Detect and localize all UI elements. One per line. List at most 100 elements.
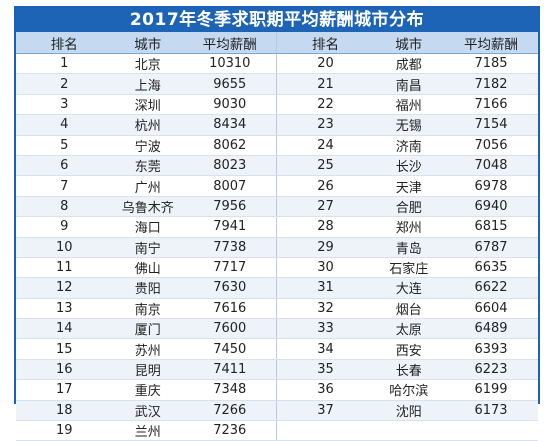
salary-cell: 7956 — [183, 196, 277, 218]
salary-cell: 6815 — [444, 216, 538, 238]
table-row: 12 贵阳 7630 31 大连 6622 — [16, 277, 538, 299]
rank-cell: 12 — [16, 277, 113, 299]
table-row: 19 兰州 7236 — [16, 420, 538, 441]
city-cell: 郑州 — [373, 216, 445, 238]
city-cell: 天津 — [373, 175, 445, 197]
salary-cell: 7048 — [444, 155, 538, 177]
salary-table: 排名 城市 平均薪酬 排名 城市 平均薪酬 1 北京 10310 20 成都 7185 2 上… — [16, 32, 538, 441]
rank-cell: 25 — [276, 155, 374, 177]
rank-cell: 33 — [276, 318, 374, 340]
city-cell: 宁波 — [112, 135, 184, 156]
rank-cell: 32 — [276, 298, 374, 320]
salary-cell: 7182 — [444, 73, 538, 95]
salary-cell: 6489 — [444, 318, 538, 340]
city-cell: 重庆 — [112, 379, 184, 401]
rank-cell: 35 — [276, 359, 374, 381]
rank-cell: 34 — [276, 338, 374, 360]
city-cell: 合肥 — [373, 196, 445, 218]
table-body: 1 北京 10310 20 成都 7185 2 上海 9655 21 南昌 7182 3 深圳 9030 22… — [16, 53, 538, 441]
rank-cell: 3 — [16, 94, 113, 116]
salary-cell: 6787 — [444, 237, 538, 258]
salary-cell: 9030 — [183, 94, 277, 116]
table-row: 5 宁波 8062 24 济南 7056 — [16, 135, 538, 156]
rank-cell: 10 — [16, 237, 113, 258]
rank-cell: 14 — [16, 318, 113, 340]
city-cell: 南京 — [112, 298, 184, 320]
salary-cell: 6622 — [444, 277, 538, 299]
salary-cell: 8434 — [183, 114, 277, 136]
rank-cell: 26 — [276, 175, 374, 197]
rank-cell: 17 — [16, 379, 113, 401]
city-cell: 佛山 — [112, 257, 184, 279]
rank-cell: 15 — [16, 338, 113, 360]
salary-cell: 6978 — [444, 175, 538, 197]
salary-cell: 8007 — [183, 175, 277, 197]
salary-cell: 7348 — [183, 379, 277, 401]
city-cell: 石家庄 — [373, 257, 445, 279]
header-rank-left: 排名 — [16, 32, 113, 54]
salary-cell: 6173 — [444, 400, 538, 422]
salary-cell: 7411 — [183, 359, 277, 381]
city-cell: 无锡 — [373, 114, 445, 136]
city-cell: 贵阳 — [112, 277, 184, 299]
header-salary-left: 平均薪酬 — [183, 32, 277, 54]
salary-cell: 7166 — [444, 94, 538, 116]
rank-cell: 28 — [276, 216, 374, 238]
salary-cell: 7185 — [444, 53, 538, 75]
rank-cell: 24 — [276, 135, 374, 156]
rank-cell — [276, 420, 374, 441]
city-cell: 沈阳 — [373, 400, 445, 422]
city-cell: 厦门 — [112, 318, 184, 340]
salary-cell: 7616 — [183, 298, 277, 320]
salary-cell: 6604 — [444, 298, 538, 320]
salary-cell: 6635 — [444, 257, 538, 279]
salary-cell: 10310 — [183, 53, 277, 75]
rank-cell: 37 — [276, 400, 374, 422]
city-cell: 广州 — [112, 175, 184, 197]
salary-cell: 6223 — [444, 359, 538, 381]
table-row: 2 上海 9655 21 南昌 7182 — [16, 73, 538, 95]
rank-cell: 23 — [276, 114, 374, 136]
rank-cell: 9 — [16, 216, 113, 238]
rank-cell: 16 — [16, 359, 113, 381]
salary-cell: 6940 — [444, 196, 538, 218]
rank-cell: 11 — [16, 257, 113, 279]
table-row: 16 昆明 7411 35 长春 6223 — [16, 359, 538, 381]
table-row: 4 杭州 8434 23 无锡 7154 — [16, 114, 538, 136]
salary-cell: 7236 — [183, 420, 277, 441]
salary-cell: 6199 — [444, 379, 538, 401]
city-cell: 海口 — [112, 216, 184, 238]
table-row: 3 深圳 9030 22 福州 7166 — [16, 94, 538, 116]
city-cell: 武汉 — [112, 400, 184, 422]
table-row: 11 佛山 7717 30 石家庄 6635 — [16, 257, 538, 279]
city-cell: 上海 — [112, 73, 184, 95]
rank-cell: 31 — [276, 277, 374, 299]
table-row: 9 海口 7941 28 郑州 6815 — [16, 216, 538, 238]
city-cell — [373, 420, 445, 441]
salary-cell: 7941 — [183, 216, 277, 238]
salary-cell: 7056 — [444, 135, 538, 156]
salary-cell: 7717 — [183, 257, 277, 279]
rank-cell: 2 — [16, 73, 113, 95]
city-cell: 苏州 — [112, 338, 184, 360]
table-row: 17 重庆 7348 36 哈尔滨 6199 — [16, 379, 538, 401]
salary-cell: 6393 — [444, 338, 538, 360]
city-cell: 大连 — [373, 277, 445, 299]
city-cell: 西安 — [373, 338, 445, 360]
table-row: 13 南京 7616 32 烟台 6604 — [16, 298, 538, 320]
rank-cell: 30 — [276, 257, 374, 279]
rank-cell: 29 — [276, 237, 374, 258]
city-cell: 太原 — [373, 318, 445, 340]
city-cell: 长沙 — [373, 155, 445, 177]
city-cell: 杭州 — [112, 114, 184, 136]
table-row: 1 北京 10310 20 成都 7185 — [16, 53, 538, 75]
rank-cell: 22 — [276, 94, 374, 116]
rank-cell: 8 — [16, 196, 113, 218]
salary-cell — [444, 420, 538, 441]
city-cell: 成都 — [373, 53, 445, 75]
header-salary-right: 平均薪酬 — [444, 32, 538, 54]
rank-cell: 20 — [276, 53, 374, 75]
salary-cell: 9655 — [183, 73, 277, 95]
table-row: 14 厦门 7600 33 太原 6489 — [16, 318, 538, 340]
table-title: 2017年冬季求职期平均薪酬城市分布 — [16, 8, 538, 32]
